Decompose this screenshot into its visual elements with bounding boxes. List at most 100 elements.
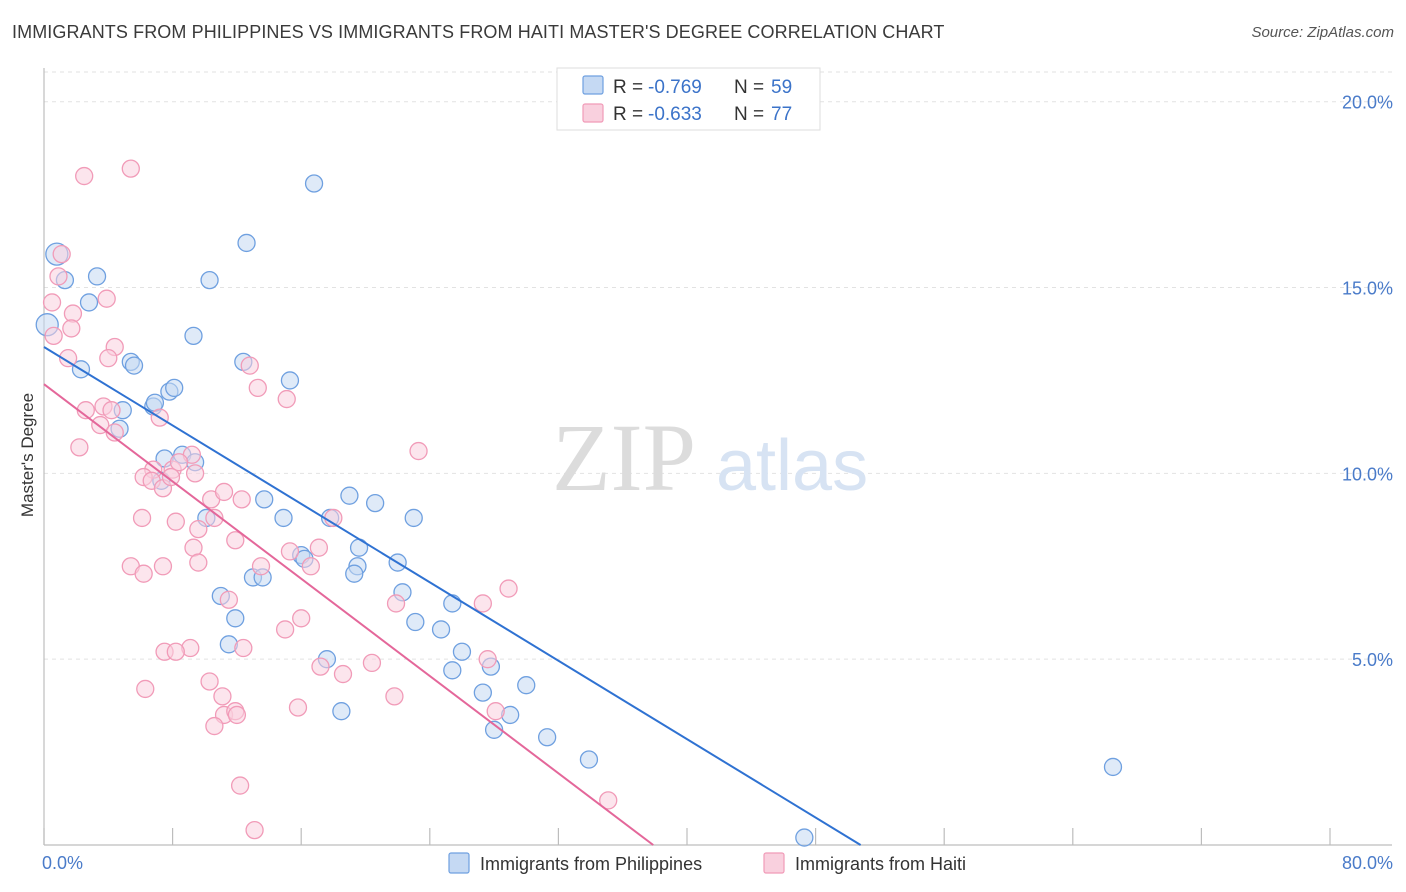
point-haiti-60 (136, 679, 155, 699)
point-haiti-27 (185, 464, 205, 483)
point-haiti-11 (99, 349, 118, 368)
legend-r-value-philippines: -0.769 (648, 77, 702, 98)
point-haiti-50 (386, 594, 406, 613)
point-haiti-41 (134, 564, 153, 583)
point-philippines-21 (280, 371, 300, 390)
point-philippines-27 (340, 486, 359, 505)
point-haiti-25 (169, 453, 189, 472)
point-haiti-44 (189, 553, 208, 572)
point-haiti-53 (219, 590, 239, 609)
point-haiti-54 (275, 620, 295, 639)
watermark-zip: ZIP (552, 404, 696, 511)
watermark: ZIP atlas (552, 404, 868, 511)
legend-n-label-philippines: N = (734, 77, 764, 98)
point-haiti-75 (166, 642, 185, 661)
point-haiti-13 (70, 438, 89, 457)
y-tick-label-0: 5.0% (1352, 650, 1393, 670)
point-haiti-52 (499, 579, 518, 598)
legend-n-value-haiti: 77 (771, 104, 792, 125)
bottom-legend-swatch-haiti (763, 852, 785, 874)
point-haiti-61 (311, 657, 330, 676)
point-philippines-41 (226, 609, 245, 628)
point-philippines-57 (795, 828, 814, 847)
point-haiti-73 (245, 820, 264, 840)
point-haiti-51 (473, 594, 492, 613)
legend-swatch-haiti (582, 103, 604, 123)
bottom-legend: Immigrants from Philippines Immigrants f… (448, 852, 966, 874)
point-haiti-32 (205, 508, 224, 528)
y-tick-labels: 5.0% 10.0% 15.0% 20.0% (1342, 93, 1393, 670)
trend-lines (43, 346, 862, 846)
point-haiti-65 (478, 650, 497, 669)
point-haiti-5 (44, 326, 63, 346)
point-philippines-4 (79, 293, 99, 312)
point-haiti-1 (121, 159, 140, 178)
point-haiti-10 (58, 349, 78, 368)
point-haiti-33 (214, 482, 234, 502)
legend-r-label-haiti: R = (613, 104, 643, 125)
point-haiti-74 (599, 791, 618, 810)
legend-r-label-philippines: R = (613, 77, 643, 98)
legend: R = -0.769 N = 59 R = -0.633 N = 77 (556, 67, 821, 131)
point-philippines-12 (165, 378, 184, 398)
point-haiti-76 (292, 609, 311, 628)
point-haiti-2 (52, 244, 71, 264)
point-haiti-72 (205, 716, 224, 736)
point-philippines-43 (431, 620, 451, 639)
point-haiti-47 (309, 538, 329, 557)
point-haiti-46 (301, 557, 320, 576)
trend-line-philippines (43, 346, 862, 846)
point-haiti-56 (213, 687, 232, 706)
point-philippines-25 (274, 508, 293, 528)
point-haiti-63 (362, 653, 382, 673)
legend-n-value-philippines: 59 (771, 77, 792, 98)
point-philippines-24 (255, 490, 274, 509)
point-philippines-29 (404, 508, 423, 528)
point-haiti-8 (97, 289, 116, 308)
data-points (35, 159, 1123, 847)
point-haiti-64 (385, 687, 404, 706)
point-haiti-7 (49, 267, 68, 286)
point-haiti-70 (227, 705, 247, 725)
point-philippines-28 (365, 493, 385, 513)
point-haiti-30 (189, 519, 208, 539)
point-philippines-15 (200, 270, 219, 290)
point-philippines-38 (345, 564, 364, 583)
point-philippines-16 (237, 233, 256, 253)
point-haiti-17 (102, 401, 121, 420)
point-haiti-0 (75, 166, 94, 186)
bottom-legend-swatch-philippines (448, 852, 470, 874)
point-philippines-44 (443, 594, 462, 613)
point-philippines-50 (473, 683, 492, 702)
point-philippines-10 (124, 356, 144, 375)
point-philippines-45 (452, 642, 472, 661)
point-haiti-29 (166, 512, 185, 531)
x-tick-max: 80.0% (1342, 853, 1393, 873)
point-haiti-66 (288, 698, 308, 717)
point-philippines-56 (579, 750, 599, 769)
point-haiti-6 (62, 319, 81, 338)
point-haiti-45 (251, 557, 271, 576)
y-axis-label: Master's Degree (18, 393, 37, 517)
y-tick-label-2: 15.0% (1342, 279, 1393, 299)
point-philippines-3 (87, 267, 107, 286)
point-philippines-46 (443, 661, 462, 680)
point-haiti-55 (200, 672, 219, 691)
point-haiti-42 (153, 557, 173, 576)
point-haiti-49 (409, 441, 428, 461)
watermark-atlas: atlas (716, 426, 868, 506)
point-haiti-26 (161, 467, 181, 487)
point-philippines-14 (184, 326, 203, 346)
legend-r-value-haiti: -0.633 (648, 104, 702, 125)
point-haiti-38 (277, 389, 296, 409)
point-philippines-55 (537, 728, 557, 747)
source-label: Source: ZipAtlas.com (1251, 24, 1394, 41)
point-philippines-17 (304, 174, 324, 193)
point-haiti-69 (486, 702, 505, 721)
point-haiti-34 (226, 531, 245, 550)
point-haiti-57 (234, 638, 253, 658)
trend-line-haiti (43, 383, 654, 846)
bottom-legend-label-philippines: Immigrants from Philippines (480, 854, 702, 874)
point-philippines-53 (332, 702, 351, 721)
